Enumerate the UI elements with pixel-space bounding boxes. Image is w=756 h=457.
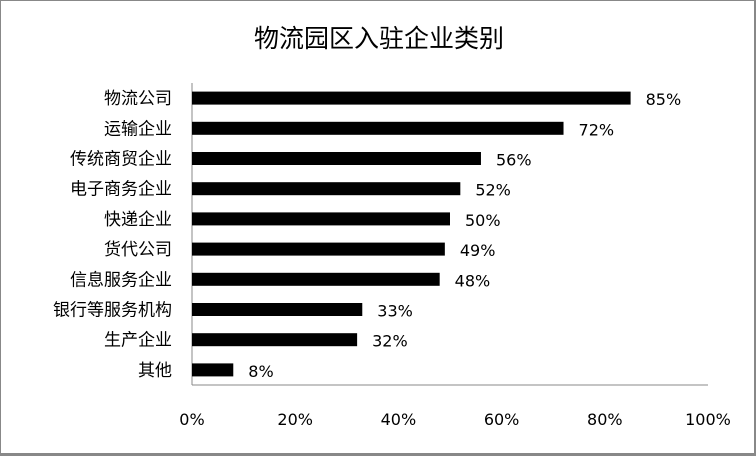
bar [192, 303, 363, 316]
category-label: 物流公司 [104, 89, 172, 109]
bar [192, 182, 461, 196]
x-tick-label: 100% [685, 410, 731, 429]
chart-title: 物流园区入驻企业类别 [253, 24, 504, 53]
data-label: 49% [460, 241, 496, 260]
category-label: 银行等服务机构 [53, 301, 172, 321]
bar [192, 272, 440, 286]
data-label: 52% [475, 181, 511, 200]
category-label: 货代公司 [104, 240, 172, 260]
bar [192, 91, 631, 105]
category-label: 传统商贸企业 [70, 150, 172, 170]
data-label: 48% [455, 271, 491, 290]
data-label: 8% [248, 362, 273, 381]
category-label: 快递企业 [104, 210, 172, 230]
data-label: 50% [465, 211, 501, 230]
data-label: 85% [646, 90, 682, 109]
bar [192, 121, 564, 135]
x-tick-label: 20% [277, 410, 313, 429]
category-label: 生产企业 [104, 331, 172, 351]
x-tick-label: 40% [381, 410, 417, 429]
category-label: 运输企业 [104, 119, 172, 139]
x-tick-label: 80% [587, 410, 623, 429]
data-label: 32% [372, 332, 408, 351]
bar [192, 242, 445, 256]
bar [192, 152, 481, 165]
data-label: 72% [579, 120, 615, 139]
category-label: 信息服务企业 [70, 270, 172, 290]
bar [192, 212, 450, 226]
data-label: 56% [496, 151, 532, 170]
data-label: 33% [377, 302, 413, 321]
bar [192, 333, 358, 347]
category-label: 电子商务企业 [70, 180, 172, 200]
category-label: 其他 [138, 361, 172, 381]
bar [192, 363, 234, 377]
x-tick-label: 60% [484, 410, 520, 429]
x-tick-label: 0% [179, 410, 204, 429]
